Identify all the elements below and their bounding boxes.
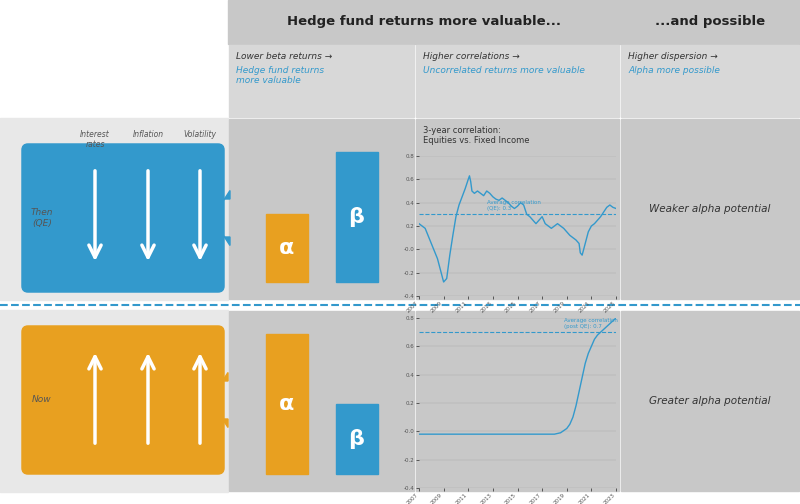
Text: Hedge fund returns more valuable...: Hedge fund returns more valuable... (287, 16, 561, 29)
Bar (0, 310, 228, 492)
Text: Average correlation
(post QE): 0.7: Average correlation (post QE): 0.7 (564, 318, 618, 329)
Bar (335, 404, 378, 474)
Text: Higher dispersion →: Higher dispersion → (628, 52, 718, 61)
Text: Average correlation
(QE): 0.3: Average correlation (QE): 0.3 (486, 200, 541, 211)
Text: β: β (349, 429, 365, 449)
Bar (621, 311, 799, 491)
Text: α: α (279, 238, 294, 258)
Bar (416, 311, 619, 491)
Text: Higher correlations →: Higher correlations → (423, 52, 520, 61)
Bar (228, 0, 620, 44)
Text: Then
(QE): Then (QE) (30, 208, 54, 228)
Bar (0, 118, 228, 300)
Bar (621, 119, 799, 299)
FancyBboxPatch shape (23, 145, 223, 291)
FancyArrow shape (210, 372, 228, 427)
Bar (266, 214, 307, 282)
Text: ...and possible: ...and possible (655, 16, 765, 29)
Text: Lower beta returns →: Lower beta returns → (236, 52, 332, 61)
Text: Volatility: Volatility (183, 130, 217, 139)
Text: α: α (279, 394, 294, 414)
Bar (229, 45, 414, 117)
Text: Hedge fund returns
more valuable: Hedge fund returns more valuable (236, 66, 324, 85)
Bar (266, 334, 307, 474)
Text: Uncorrelated returns more valuable: Uncorrelated returns more valuable (423, 66, 585, 75)
Bar (335, 152, 378, 282)
Text: 3-year correlation:
Equities vs. Fixed Income: 3-year correlation: Equities vs. Fixed I… (423, 126, 530, 145)
Bar (620, 0, 800, 44)
FancyArrow shape (212, 191, 230, 245)
Text: Inflation: Inflation (133, 130, 163, 139)
Bar (229, 119, 414, 299)
Bar (416, 119, 619, 299)
Text: Interest
rates: Interest rates (80, 130, 110, 149)
Bar (229, 311, 414, 491)
Bar (621, 45, 799, 117)
Text: Alpha more possible: Alpha more possible (628, 66, 720, 75)
Text: Now: Now (32, 396, 52, 405)
Bar (416, 45, 619, 117)
Text: Weaker alpha potential: Weaker alpha potential (650, 204, 770, 214)
Text: β: β (349, 207, 365, 227)
FancyBboxPatch shape (23, 327, 223, 473)
Text: Greater alpha potential: Greater alpha potential (650, 396, 770, 406)
